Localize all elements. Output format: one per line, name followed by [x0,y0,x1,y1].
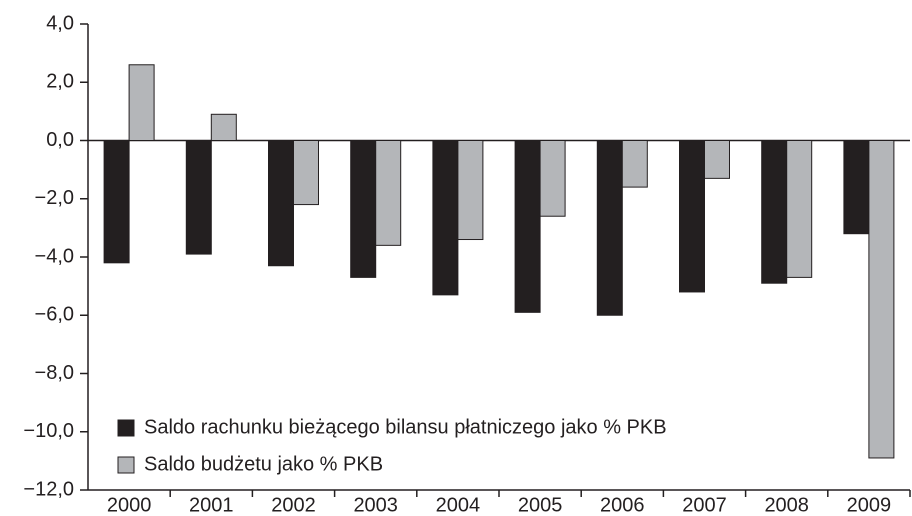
bar [293,140,319,206]
bar [539,140,566,217]
x-tick-label: 2008 [764,494,809,516]
bar [679,140,705,293]
legend-swatch [117,456,135,474]
bar [843,140,870,235]
y-tick-label: −6,0 [35,304,74,326]
y-tick-label: −8,0 [35,362,74,384]
bar [375,140,402,246]
legend-swatch [117,419,135,437]
legend-label: Saldo rachunku bieżącego bilansu płatnic… [144,416,667,438]
x-tick-label: 2009 [847,494,892,516]
bar [621,140,648,188]
bar [868,140,895,459]
bar [432,140,459,296]
x-tick-label: 2006 [600,494,645,516]
legend-label: Saldo budżetu jako % PKB [144,453,383,475]
bar [128,64,155,141]
y-tick-label: 4,0 [46,12,74,34]
bar [268,140,294,267]
y-tick-label: −10,0 [23,420,74,442]
bar [210,113,237,141]
bar [350,140,377,278]
x-tick-label: 2005 [518,494,563,516]
bar [704,140,730,179]
bar [596,140,623,316]
x-tick-label: 2002 [271,494,316,516]
y-tick-label: 0,0 [46,129,74,151]
y-tick-label: −12,0 [23,478,74,500]
y-tick-label: 2,0 [46,71,74,93]
bar [103,140,130,264]
bar [457,140,484,241]
y-tick-label: −4,0 [35,245,74,267]
bar [786,140,813,278]
x-tick-label: 2003 [353,494,398,516]
x-tick-label: 2000 [107,494,152,516]
y-tick-label: −2,0 [35,187,74,209]
x-tick-label: 2007 [682,494,727,516]
x-tick-label: 2004 [436,494,481,516]
bar [514,140,541,313]
x-tick-label: 2001 [189,494,234,516]
bar [185,140,212,255]
bar [761,140,788,284]
